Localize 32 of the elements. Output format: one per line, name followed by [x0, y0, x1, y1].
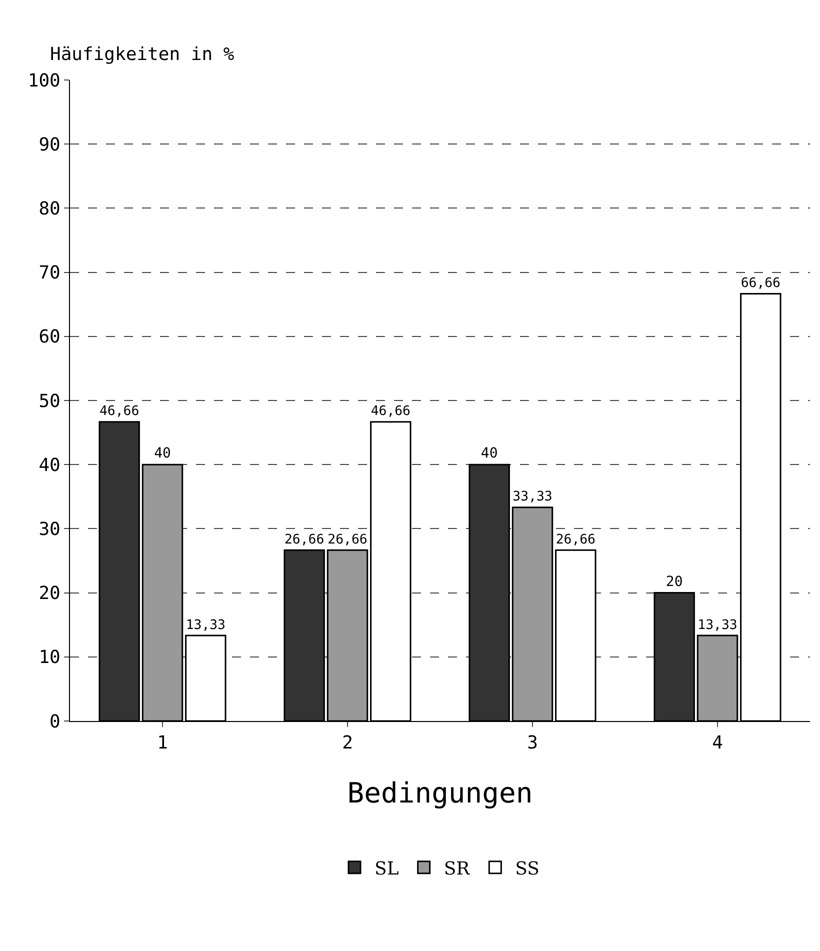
legend-label: SR	[444, 858, 470, 880]
data-label: 26,66	[556, 532, 596, 548]
data-label: 46,66	[370, 404, 411, 420]
legend-label: SL	[374, 858, 399, 880]
y-axis-title: Häufigkeiten in %	[50, 44, 234, 65]
x-tick-label: 2	[342, 732, 353, 754]
data-label: 46,66	[100, 404, 140, 420]
y-tick-label: 40	[38, 454, 60, 476]
y-tick-label: 50	[38, 390, 60, 412]
data-label: 13,33	[186, 618, 226, 633]
x-tick-label: 1	[157, 732, 168, 754]
y-tick-label: 70	[38, 262, 60, 284]
x-tick-label: 3	[527, 732, 538, 754]
data-label: 26,66	[284, 532, 324, 548]
y-tick-label: 80	[38, 198, 60, 220]
data-label: 40	[480, 446, 498, 462]
data-label: 66,66	[740, 276, 781, 291]
data-label: 33,33	[512, 490, 552, 505]
data-label: 40	[154, 446, 171, 462]
x-axis-title: Bedingungen	[347, 776, 533, 810]
y-tick-label: 30	[38, 519, 60, 540]
y-tick-label: 10	[38, 647, 60, 668]
y-tick-label: 90	[38, 134, 60, 156]
y-tick-label: 20	[38, 583, 60, 604]
data-label: 13,33	[698, 618, 738, 633]
y-tick-label: 60	[38, 326, 60, 348]
data-label: 20	[666, 574, 683, 590]
y-tick-label: 0	[50, 711, 60, 732]
y-tick-label: 100	[28, 70, 60, 92]
data-label: 26,66	[328, 532, 368, 548]
legend-label: SS	[515, 858, 540, 880]
x-tick-label: 4	[712, 732, 723, 754]
